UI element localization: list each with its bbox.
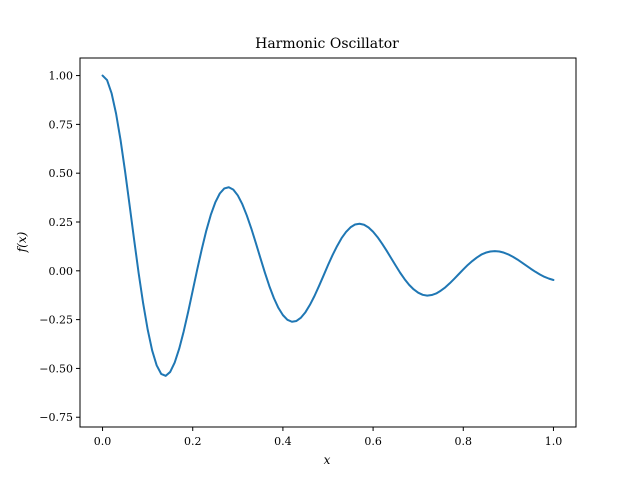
y-tick-label: −0.50 [39,362,73,375]
y-tick-label: 0.25 [49,216,74,229]
y-tick-label: 0.50 [49,167,74,180]
y-tick-label: 0.00 [49,265,74,278]
y-tick-label: −0.25 [39,314,73,327]
plot-area [80,58,576,427]
x-tick-label: 0.6 [364,435,382,448]
x-axis-label: x [324,453,331,467]
y-tick-label: 1.00 [49,70,74,83]
series-line [101,74,555,377]
x-tick-label: 0.2 [184,435,202,448]
y-axis-label: f(x) [15,231,29,253]
y-tick-label: −0.75 [39,411,73,424]
x-tick-label: 0.4 [274,435,292,448]
chart-title: Harmonic Oscillator [255,36,399,52]
ticks-layer: 0.0 0.2 0.4 0.6 0.8 1.0 −0.75 −0.50 −0.25 0.00 0.2… [39,70,562,448]
x-tick-label: 0.8 [455,435,473,448]
y-tick-label: 0.75 [49,118,74,131]
x-tick-label: 1.0 [545,435,563,448]
x-tick-label: 0.0 [94,435,112,448]
plot-frame [79,57,577,428]
series-layer [101,74,555,377]
